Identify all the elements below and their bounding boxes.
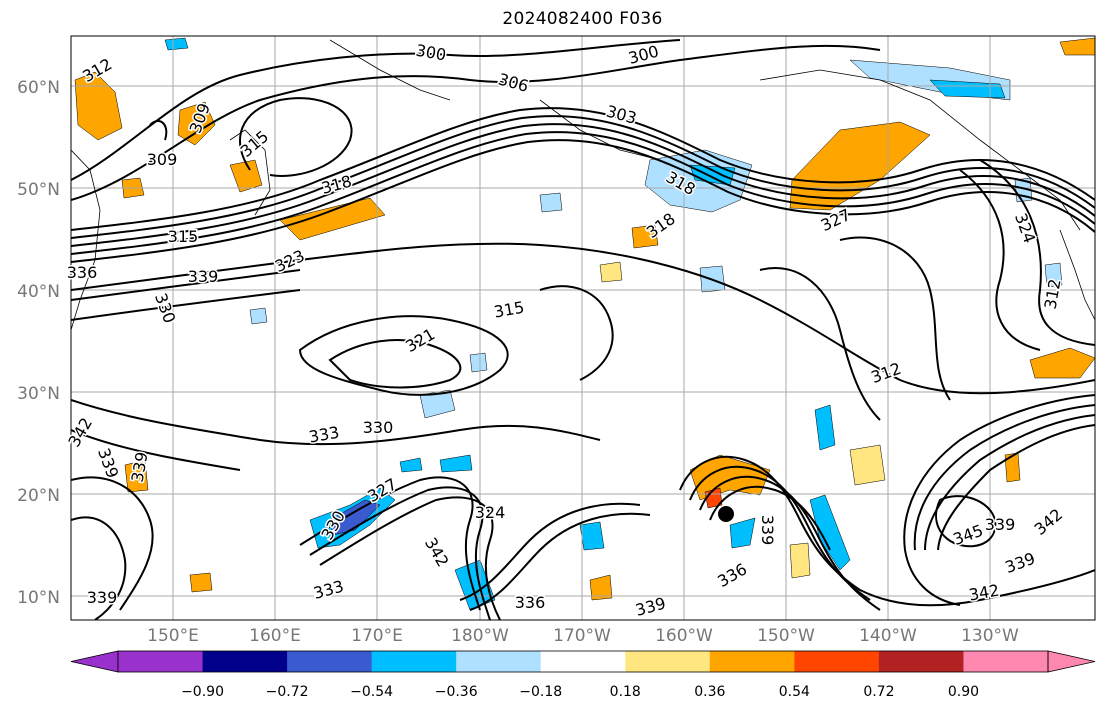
colorbar-swatch xyxy=(625,651,711,672)
coastlines xyxy=(71,39,1095,331)
storm-center-marker xyxy=(718,506,734,522)
contour-label: 339 xyxy=(188,267,219,286)
lon-label-160e: 160°E xyxy=(249,626,301,646)
lon-label-170w: 170°W xyxy=(553,626,611,646)
colorbar-tick-label: −0.36 xyxy=(434,684,478,700)
colorbar-swatch xyxy=(963,651,1049,672)
contour-label: 336 xyxy=(67,263,98,282)
colorbar-swatch xyxy=(287,651,373,672)
lon-label-140w: 140°W xyxy=(859,626,917,646)
lat-label-40n: 40°N xyxy=(17,282,60,302)
lon-label-170e: 170°E xyxy=(351,626,403,646)
contour-label: 339 xyxy=(985,515,1016,534)
colorbar-frame xyxy=(117,650,1049,673)
lon-label-130w: 130°W xyxy=(961,626,1019,646)
colorbar-swatch xyxy=(540,651,626,672)
colorbar-swatch xyxy=(371,651,457,672)
figure-title: 2024082400 F036 xyxy=(502,9,663,29)
colorbar-swatch xyxy=(202,651,288,672)
colorbar-tick-label: −0.90 xyxy=(181,684,224,700)
lon-label-160w: 160°W xyxy=(655,626,713,646)
contour-label: 339 xyxy=(758,515,777,546)
contour-label: 315 xyxy=(168,227,199,246)
lat-label-60n: 60°N xyxy=(17,78,60,98)
lon-label-150e: 150°E xyxy=(147,626,199,646)
contour-label: 330 xyxy=(363,418,394,437)
contour-label: 336 xyxy=(515,593,546,612)
lat-label-50n: 50°N xyxy=(17,180,60,200)
colorbar-swatch xyxy=(118,651,204,672)
contour-label: 309 xyxy=(147,150,178,169)
colorbar-tick-label: 0.36 xyxy=(694,684,726,700)
colorbar-tick-label: 0.90 xyxy=(947,684,980,700)
lon-label-180w: 180°W xyxy=(451,626,509,646)
map-frame xyxy=(70,35,1096,621)
lat-label-20n: 20°N xyxy=(17,486,60,506)
colorbar-extend-right xyxy=(1047,650,1096,673)
colorbar-swatch xyxy=(709,651,795,672)
colorbar-tick-label: 0.72 xyxy=(863,684,895,700)
contour-label: 324 xyxy=(475,503,506,522)
colorbar-tick-label: 0.54 xyxy=(778,684,810,700)
contour-lines xyxy=(71,39,1095,620)
colorbar-swatch xyxy=(456,651,542,672)
colorbar-extend-left xyxy=(70,650,119,673)
colorbar-tick-label: −0.18 xyxy=(519,684,563,700)
lat-label-10n: 10°N xyxy=(17,588,60,608)
colorbar-swatch xyxy=(794,651,880,672)
colorbar-swatch xyxy=(878,651,964,672)
colorbar-tick-label: −0.72 xyxy=(265,684,309,700)
colorbar-tick-label: 0.18 xyxy=(609,684,641,700)
colorbar-tick-label: −0.54 xyxy=(350,684,394,700)
contour-label: 339 xyxy=(87,588,118,607)
colorbar xyxy=(70,650,1096,673)
lon-label-150w: 150°W xyxy=(757,626,815,646)
lat-label-30n: 30°N xyxy=(17,384,60,404)
